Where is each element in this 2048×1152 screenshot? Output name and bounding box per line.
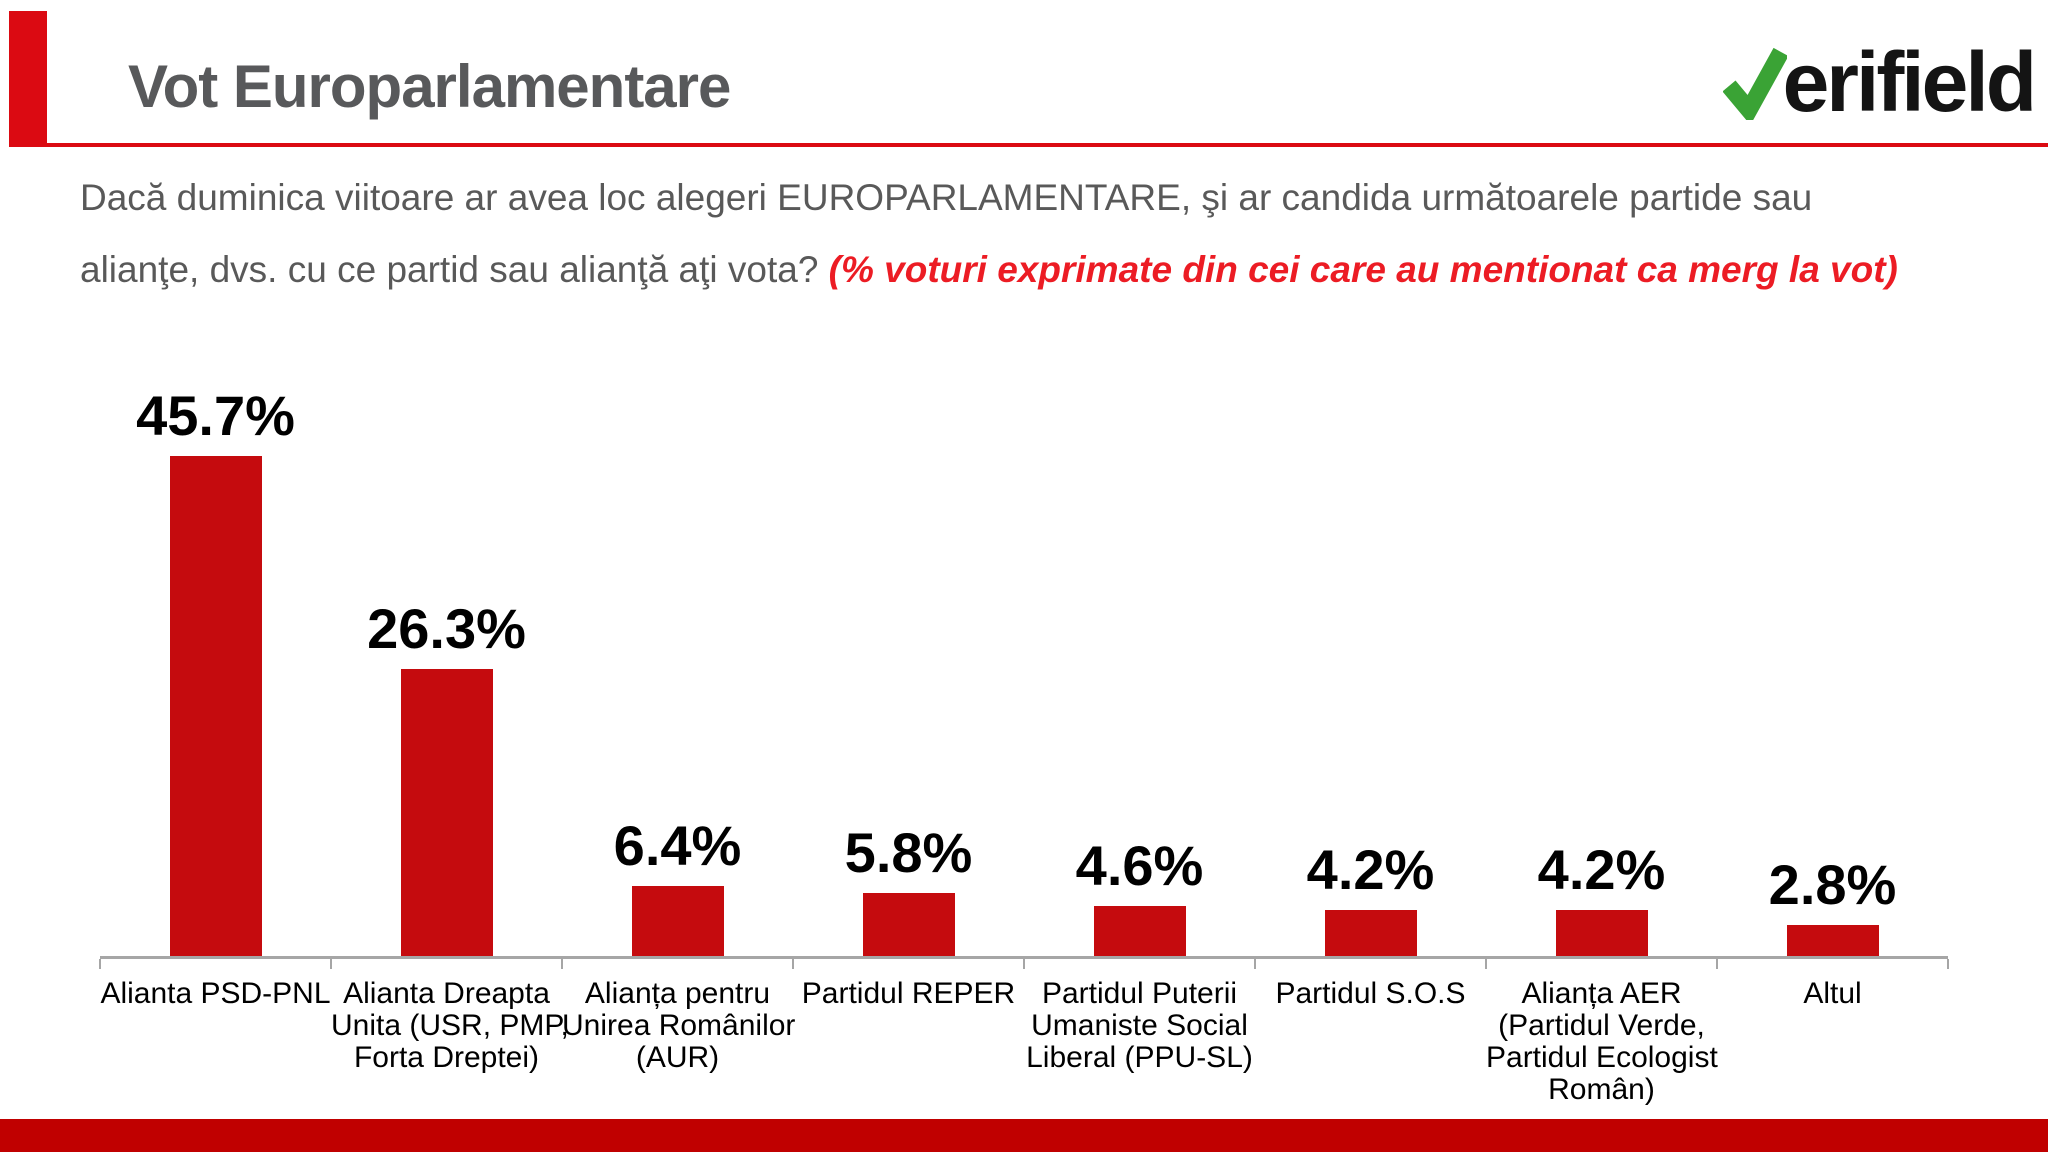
chart-category-cell: 4.2% Partidul S.O.S [1255,380,1486,1120]
verifield-logo: erifield [1722,35,2037,129]
bar [170,456,262,956]
category-label: Alianta Dreapta Unita (USR, PMP, Forta Dre… [331,977,569,1074]
axis-tick [792,959,794,969]
question-note: (% voturi exprimate din cei care au ment… [828,249,1898,290]
red-accent-bar [9,11,47,147]
bar [1094,906,1186,956]
checkmark-icon [1722,47,1787,120]
bar [1787,925,1879,956]
chart-category-cell: 2.8% Altul [1717,380,1948,1120]
title-underline [47,143,2048,147]
value-label: 5.8% [844,821,973,884]
chart-category-cell: 45.7% Alianta PSD-PNL [100,380,331,1120]
bar [632,886,724,956]
question-text: Dacă duminica viitoare ar avea loc alege… [80,177,1813,290]
chart-category-cell: 5.8% Partidul REPER [793,380,1024,1120]
axis-tick [1254,959,1256,969]
bottom-red-band [0,1119,2048,1152]
category-label: Alianța AER (Partidul Verde, Partidul Ecol… [1486,977,1718,1106]
page-title: Vot Europarlamentare [128,53,731,120]
value-label: 4.6% [1075,834,1204,897]
category-label: Alianța pentru Unirea Românilor (AUR) [562,977,796,1074]
axis-tick [1947,959,1949,969]
value-label: 4.2% [1306,838,1435,901]
chart-category-cell: 4.2% Alianța AER (Partidul Verde, Partidul … [1486,380,1718,1120]
axis-tick [330,959,332,969]
axis-tick [1485,959,1487,969]
bar [1325,910,1417,956]
category-label: Partidul Puterii Umaniste Social Liberal (… [1026,977,1253,1074]
logo-wordmark: erifield [1782,35,2037,129]
value-label: 26.3% [367,597,526,660]
value-label: 4.2% [1537,838,1666,901]
axis-tick [561,959,563,969]
axis-tick [1023,959,1025,969]
survey-question: Dacă duminica viitoare ar avea loc alege… [80,162,1940,306]
chart-category-cell: 6.4% Alianța pentru Unirea Românilor (AUR) [562,380,796,1120]
axis-tick [1716,959,1718,969]
chart-category-cell: 26.3% Alianta Dreapta Unita (USR, PMP, Fort… [331,380,569,1120]
x-axis-line [100,956,1948,959]
axis-tick [99,959,101,969]
category-label: Partidul S.O.S [1275,977,1466,1010]
value-label: 2.8% [1768,853,1897,916]
value-label: 6.4% [613,814,742,877]
bar-chart: 45.7% Alianta PSD-PNL 26.3% Alianta Dreapta… [99,380,1949,1120]
bar [863,893,955,956]
bar [401,669,493,956]
bar [1556,910,1648,956]
category-label: Partidul REPER [801,977,1016,1010]
value-label: 45.7% [136,384,295,447]
category-label: Altul [1803,977,1862,1010]
chart-category-cell: 4.6% Partidul Puterii Umaniste Social Liber… [1024,380,1255,1120]
category-label: Alianta PSD-PNL [100,977,331,1010]
